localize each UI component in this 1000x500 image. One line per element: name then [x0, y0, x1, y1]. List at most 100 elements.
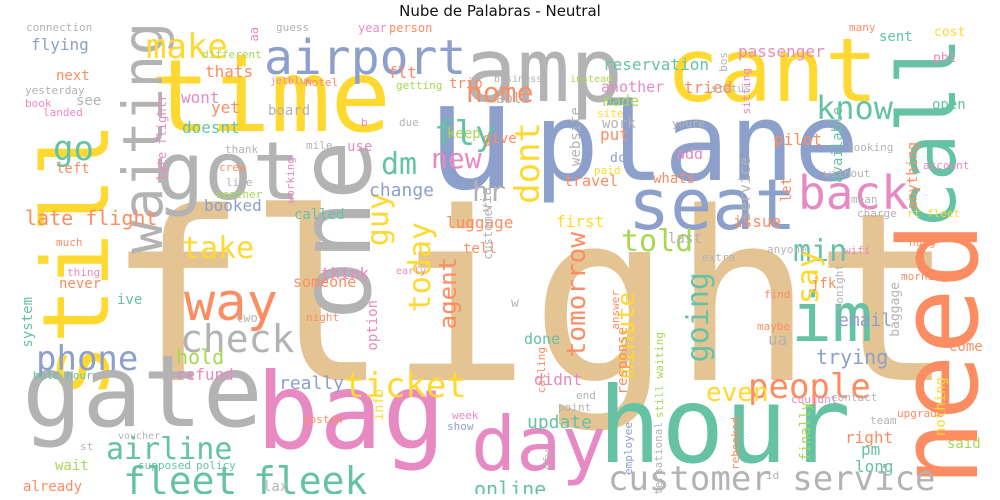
word-wifi: wifi [844, 244, 871, 257]
figure-title: Nube de Palabras - Neutral [399, 2, 601, 20]
word-flight: flight [106, 163, 955, 436]
word-late-flightr: late flightr [155, 94, 169, 181]
word-jetblue: jetblue [270, 76, 313, 87]
word-luggage: luggage [446, 213, 514, 232]
word-yet: yet [211, 98, 240, 117]
word-back: back [798, 166, 909, 220]
word-line: line [226, 176, 253, 189]
word-u: u [426, 50, 517, 224]
word-let: let [779, 177, 795, 203]
word-change: change [369, 180, 435, 201]
word-contact: contact [831, 391, 878, 404]
word-told: told [621, 224, 694, 259]
word-instead: instead [570, 74, 613, 85]
word-dfw: dfw [541, 450, 554, 470]
word-left: left [56, 161, 90, 177]
word-pm: pm [861, 440, 881, 459]
word-whats: whats [653, 171, 696, 187]
word-work: work [602, 116, 636, 132]
word-open: open [932, 97, 966, 113]
word-much: much [56, 236, 83, 249]
word-amp: amp [464, 22, 623, 122]
word-rebooked: rebooked [729, 417, 742, 470]
word-use: use [347, 139, 373, 155]
word-new: new [431, 142, 482, 175]
word-upgrade: upgrade [897, 407, 944, 420]
word-info: info [372, 389, 387, 421]
word-issue: issue [733, 212, 782, 231]
word-couldnt: couldnt [791, 393, 838, 406]
word-crew: crew [219, 161, 246, 174]
word-supposed: supposed [138, 459, 191, 472]
word-extra: extra [702, 251, 736, 264]
word-boston: boston [303, 413, 343, 426]
word-cost: cost [934, 25, 966, 40]
word-time: time [150, 38, 391, 155]
word-person: person [389, 22, 433, 35]
word-never: never [59, 276, 102, 292]
word-hour: hour [598, 365, 851, 487]
word-phl: phl [933, 51, 957, 66]
word-b: b [361, 116, 368, 129]
word-landed: landed [43, 106, 83, 119]
word-week: week [452, 409, 479, 422]
word-thank: thank [225, 143, 259, 156]
word-put: put [600, 125, 629, 144]
word-calling: calling [535, 347, 548, 394]
word-option: option [365, 300, 381, 351]
word-able: able [496, 91, 530, 107]
word-morning: morning [901, 270, 948, 283]
word-response: response [615, 327, 631, 395]
word-pilot: pilot [774, 130, 823, 149]
word-bos: bos [717, 52, 730, 72]
word-getting: getting [396, 79, 443, 92]
word-hold: hold [176, 345, 225, 369]
word-someone: someone [293, 273, 357, 291]
word-fleek: fleek [253, 459, 368, 494]
word-paid: paid [594, 164, 621, 177]
word-gate: gate [22, 333, 263, 450]
word-really: really [279, 373, 345, 394]
word-another: another [601, 78, 665, 96]
word-policy: policy [196, 459, 236, 472]
word-book: book [25, 97, 52, 110]
word-add: add [676, 145, 704, 163]
word-done: done [524, 330, 561, 348]
word-year: year [358, 22, 387, 35]
word-doesnt: doesnt [182, 118, 240, 137]
word-many: many [849, 22, 876, 34]
word-service: service [736, 157, 754, 221]
word-refund: refund [176, 365, 234, 384]
word-rt-fleet: rt fleet [907, 207, 960, 220]
word-board: board [268, 103, 311, 119]
word-dm: dm [381, 147, 418, 182]
word-make: make [146, 27, 228, 67]
word-weather: weather [216, 188, 263, 201]
word-still-waiting: still waiting [653, 332, 666, 419]
word-im: im [791, 279, 873, 358]
word-account: account [923, 159, 970, 172]
word-ive: ive [117, 292, 143, 308]
word-tomorrow: tomorrow [562, 232, 592, 358]
word-customer: customer [481, 202, 495, 260]
word-flying: flying [31, 35, 89, 54]
word-ua: ua [768, 330, 788, 349]
word-people: people [748, 367, 871, 407]
word-anyone: anyone [767, 243, 807, 256]
word-plane: plane [534, 81, 860, 206]
word-tried: tried [684, 78, 733, 97]
word-baggage: baggage [888, 282, 903, 337]
word-status: status [711, 82, 751, 95]
word-show: show [447, 420, 474, 433]
word-anything: anything [905, 142, 921, 210]
word-agent: agent [434, 257, 462, 330]
word-early: early [396, 266, 427, 277]
word-passenger: passenger [738, 42, 825, 61]
word-website: website [568, 107, 584, 167]
word-point: point [558, 401, 592, 414]
word-night: night [306, 311, 340, 324]
word-working: working [284, 157, 297, 204]
word-mile: mile [306, 139, 333, 152]
word-two: two [236, 311, 258, 325]
word-international: international [652, 422, 665, 494]
